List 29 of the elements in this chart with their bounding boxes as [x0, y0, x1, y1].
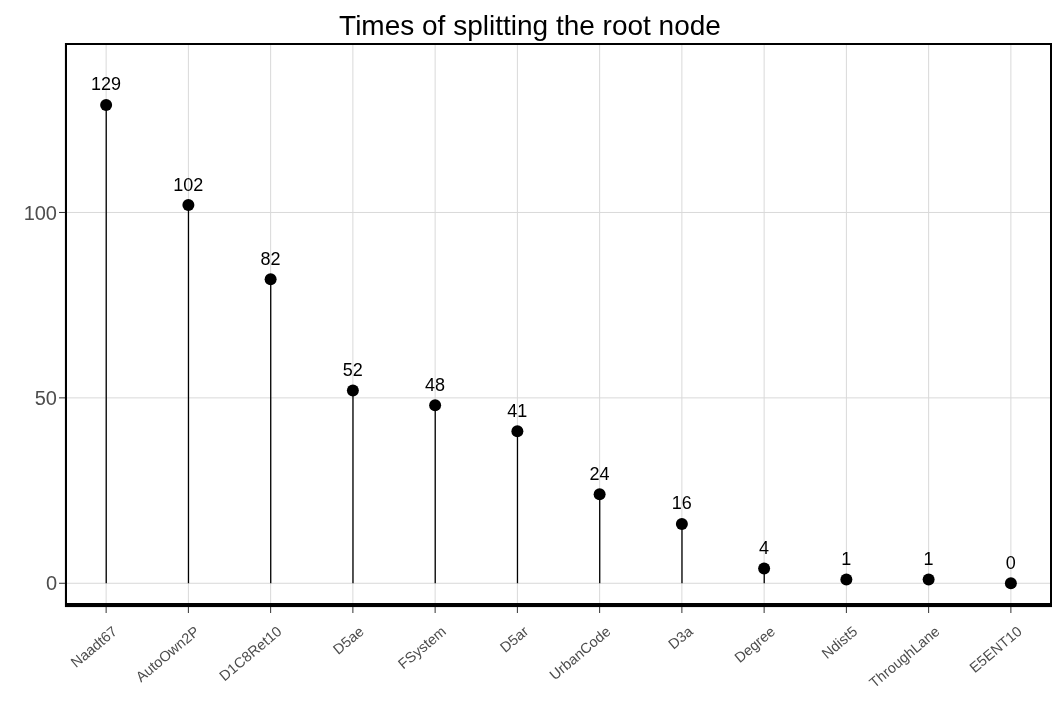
point — [100, 98, 113, 111]
point — [593, 488, 606, 501]
point — [922, 573, 935, 586]
data-label: 102 — [173, 174, 204, 195]
point — [346, 384, 359, 397]
data-label: 48 — [425, 374, 446, 395]
data-label: 0 — [1005, 552, 1016, 573]
data-label: 82 — [260, 248, 281, 269]
x-tick-label: D3a — [665, 622, 697, 653]
point — [758, 562, 771, 575]
data-label: 1 — [923, 549, 934, 570]
chart-title: Times of splitting the root node — [338, 9, 722, 43]
y-tick-label: 0 — [45, 572, 57, 595]
point — [840, 573, 853, 586]
point — [1004, 577, 1017, 590]
data-label: 16 — [671, 493, 692, 514]
data-label: 1 — [841, 549, 852, 570]
point — [675, 517, 688, 530]
y-tick-label: 50 — [34, 386, 57, 409]
y-tick-label: 100 — [23, 201, 57, 224]
data-label: 129 — [91, 74, 122, 95]
point — [182, 199, 195, 212]
data-label: 4 — [759, 537, 770, 558]
data-label: 24 — [589, 463, 610, 484]
data-label: 52 — [342, 359, 363, 380]
data-label: 41 — [507, 400, 528, 421]
point — [511, 425, 524, 438]
point — [429, 399, 442, 412]
point — [264, 273, 277, 286]
